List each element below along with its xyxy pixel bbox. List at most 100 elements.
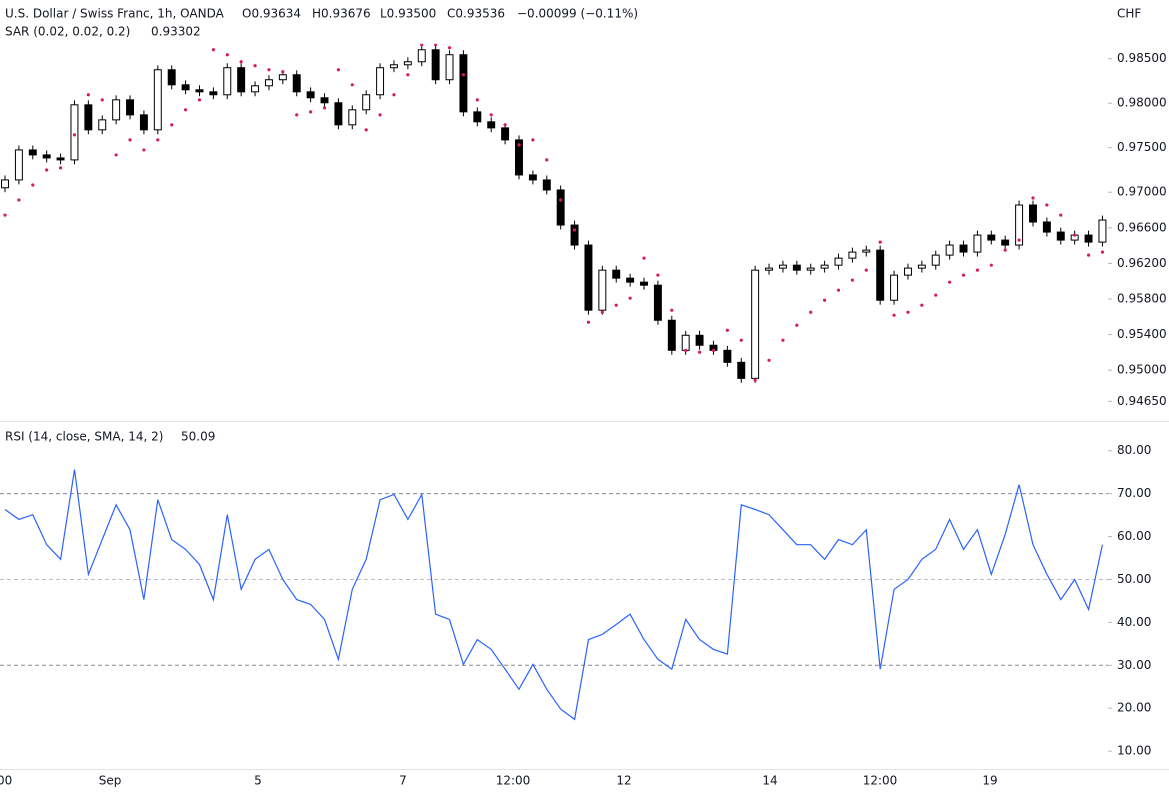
candle-body xyxy=(28,149,37,156)
x-tick-label: 12 xyxy=(616,774,631,788)
close: C0.93536 xyxy=(447,7,505,21)
candle-body xyxy=(626,277,635,283)
x-tick-label: 12:00 xyxy=(863,774,898,788)
sar-dot xyxy=(670,308,674,312)
candle-body xyxy=(681,334,690,351)
sar-dot xyxy=(364,128,368,132)
sar-dot xyxy=(975,268,980,272)
sar-dot xyxy=(1073,233,1077,237)
candle-body xyxy=(528,174,537,181)
candle-body xyxy=(1,179,9,189)
candle-body xyxy=(570,224,579,246)
y-tick-label: 70.00 xyxy=(1117,486,1151,500)
candle-body xyxy=(153,69,162,131)
change: −0.00099 (−0.11%) xyxy=(517,7,638,21)
sar-dot xyxy=(225,53,229,57)
sar-dot xyxy=(183,108,188,112)
candle-body xyxy=(820,264,829,269)
y-tick-label: 0.95800 xyxy=(1117,291,1167,305)
x-tick-label: 12:00 xyxy=(0,774,12,788)
y-tick-label: 0.96200 xyxy=(1117,256,1167,270)
candle-body xyxy=(181,84,190,91)
candle-body xyxy=(278,74,287,81)
candle-body xyxy=(1001,239,1010,246)
candle-body xyxy=(264,79,273,87)
sar-dot xyxy=(1031,196,1035,200)
candle-body xyxy=(403,61,412,66)
sar-dot xyxy=(45,168,49,172)
sar-dot xyxy=(156,138,160,142)
symbol: U.S. Dollar / Swiss Franc, 1h, OANDA xyxy=(5,7,225,21)
sar-dot xyxy=(795,323,799,327)
sar-dot xyxy=(211,48,215,52)
candle-body xyxy=(640,281,648,286)
high: H0.93676 xyxy=(312,7,371,21)
candle-body xyxy=(167,69,176,86)
candle-body xyxy=(848,251,857,259)
x-tick-label: 5 xyxy=(254,774,262,788)
candle-body xyxy=(292,74,301,93)
y-tick-label: 0.94650 xyxy=(1117,394,1167,408)
candle-body xyxy=(917,264,926,269)
sar-dot xyxy=(489,113,493,117)
y-tick-label: 60.00 xyxy=(1117,529,1151,543)
sar-dot xyxy=(614,303,618,307)
sar-dot xyxy=(961,273,966,277)
candle-body xyxy=(389,64,398,69)
sar-dot xyxy=(878,240,882,244)
x-tick-label: 12:00 xyxy=(496,774,531,788)
candle-body xyxy=(14,149,23,181)
sar-value: 0.93302 xyxy=(151,25,201,39)
candle-body xyxy=(584,244,593,311)
sar-dot xyxy=(892,313,896,317)
candle-body xyxy=(56,157,65,161)
sar-dot xyxy=(1045,203,1049,207)
candle-body xyxy=(1084,234,1093,243)
sar-dot xyxy=(906,310,910,314)
candle-body xyxy=(1042,221,1051,233)
sar-dot xyxy=(642,256,646,260)
low: L0.93500 xyxy=(380,7,436,21)
sar-label: SAR (0.02, 0.02, 0.2) xyxy=(5,25,130,39)
sar-dot xyxy=(697,350,702,354)
sar-dot xyxy=(322,106,327,110)
candle-body xyxy=(876,249,885,301)
sar-dot xyxy=(753,378,757,382)
sar-dot xyxy=(684,348,688,352)
open: O0.93634 xyxy=(242,7,301,21)
candle-body xyxy=(903,267,912,276)
candle-body xyxy=(834,257,843,266)
candle-body xyxy=(931,254,940,266)
candle-body xyxy=(431,49,440,81)
sar-dot xyxy=(836,288,841,292)
candle-body xyxy=(515,139,523,176)
x-tick-label: 14 xyxy=(762,774,777,788)
candle-body xyxy=(973,234,982,253)
candle-body xyxy=(126,99,134,116)
y-tick-label: 80.00 xyxy=(1117,443,1151,457)
candle-body xyxy=(251,85,260,93)
candle-body xyxy=(695,334,704,346)
sar-dot xyxy=(517,143,521,147)
sar-dot xyxy=(461,73,466,77)
sar-dot xyxy=(600,310,604,314)
candle-body xyxy=(667,319,676,351)
sar-dot xyxy=(406,73,410,77)
sar-dot xyxy=(545,158,549,162)
sar-dot xyxy=(1100,250,1105,254)
candle-body xyxy=(320,97,329,104)
candle-body xyxy=(612,269,621,279)
sar-dot xyxy=(559,198,563,202)
sar-dot xyxy=(920,303,924,307)
sar-dot xyxy=(114,153,118,157)
sar-dot xyxy=(781,338,785,342)
sar-dot xyxy=(739,338,743,342)
candle-body xyxy=(334,102,343,126)
y-tick-label: 20.00 xyxy=(1117,701,1151,715)
candle-body xyxy=(348,109,357,126)
candle-body xyxy=(806,267,815,271)
y-tick-label: 0.95000 xyxy=(1117,363,1167,377)
sar-dot xyxy=(711,348,716,352)
